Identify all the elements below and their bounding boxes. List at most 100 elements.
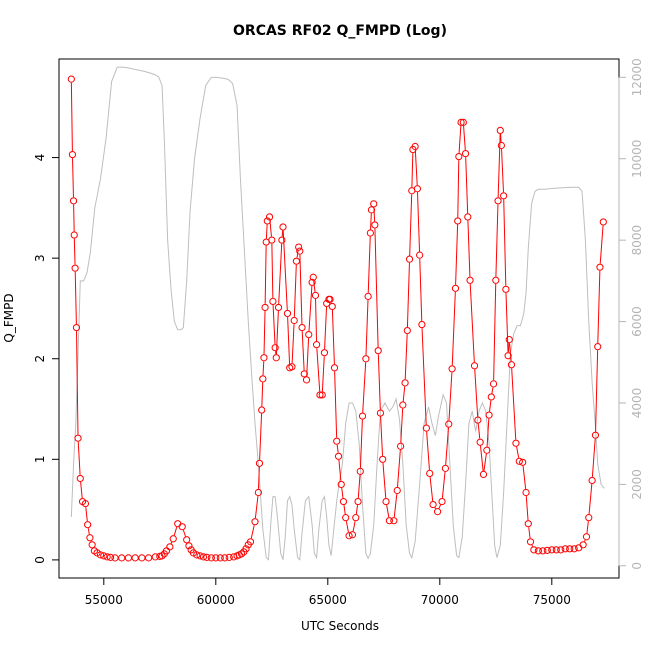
- y-tick-label: 4: [33, 154, 47, 162]
- data-point: [466, 276, 474, 284]
- series-segment: [474, 369, 479, 417]
- data-point: [72, 323, 81, 332]
- data-point: [71, 264, 79, 272]
- x-tick-label: 75000: [533, 593, 571, 607]
- data-point: [557, 546, 565, 554]
- data-point: [348, 531, 357, 539]
- y2-tick-label: 10000: [630, 140, 644, 178]
- series-segment: [445, 427, 449, 465]
- series-segment: [463, 125, 466, 150]
- data-point: [399, 401, 407, 409]
- data-point: [174, 520, 182, 528]
- data-point: [100, 552, 108, 560]
- data-point: [86, 534, 94, 542]
- series-segment: [80, 481, 83, 499]
- series-segment: [451, 291, 456, 366]
- data-point: [364, 292, 372, 300]
- data-point: [305, 330, 313, 339]
- x-tick-label: 70000: [421, 593, 459, 607]
- data-point: [448, 365, 456, 373]
- y2-tick-label: 4000: [630, 388, 644, 419]
- data-point: [207, 554, 215, 562]
- data-point: [70, 231, 78, 239]
- series-segment: [380, 416, 384, 456]
- series-segment: [597, 270, 601, 344]
- series-segment: [377, 354, 381, 410]
- series-segment: [467, 220, 471, 277]
- data-point: [76, 474, 84, 483]
- data-point: [441, 464, 449, 472]
- series-segment: [402, 386, 406, 402]
- series-segment: [261, 382, 264, 407]
- data-point: [385, 517, 393, 525]
- data-point: [382, 497, 390, 506]
- data-point: [96, 551, 105, 559]
- data-point: [379, 455, 387, 463]
- series-segment: [308, 285, 313, 332]
- data-point: [272, 354, 280, 362]
- data-point: [405, 255, 414, 263]
- data-point: [158, 552, 166, 560]
- data-point: [594, 343, 602, 351]
- series-segment: [370, 213, 372, 230]
- data-point: [278, 236, 286, 244]
- data-point: [302, 376, 311, 384]
- series-segment: [421, 328, 427, 425]
- data-point: [403, 326, 411, 335]
- y-tick-label: 3: [33, 254, 47, 262]
- data-point: [524, 520, 532, 528]
- data-point: [334, 452, 343, 460]
- data-point: [543, 546, 551, 554]
- data-point: [169, 535, 177, 543]
- data-point: [292, 257, 301, 265]
- data-point: [426, 469, 434, 477]
- data-point: [308, 278, 316, 286]
- series-segment: [465, 157, 469, 214]
- data-point: [438, 497, 446, 506]
- data-point: [418, 320, 426, 329]
- data-point: [352, 514, 360, 522]
- series-segment: [599, 225, 604, 264]
- series-segment: [588, 483, 593, 515]
- data-point: [88, 541, 96, 549]
- series-segment: [373, 207, 376, 222]
- x-tick-label: 65000: [309, 593, 347, 607]
- data-point: [579, 541, 587, 549]
- data-point: [225, 553, 233, 561]
- series-segment: [516, 446, 520, 458]
- data-point: [131, 554, 139, 562]
- y2-tick-label: 0: [630, 562, 644, 570]
- series-segment: [73, 238, 76, 265]
- data-point: [474, 416, 482, 424]
- data-point: [464, 213, 472, 221]
- series-segment: [362, 362, 367, 413]
- series-segment: [272, 304, 276, 345]
- data-point: [485, 411, 493, 419]
- series-segment: [343, 505, 346, 515]
- data-point: [151, 553, 159, 561]
- data-point: [356, 467, 364, 475]
- data-point: [269, 297, 277, 305]
- series-segment: [336, 444, 339, 453]
- y2-tick-label: 6000: [630, 306, 644, 337]
- data-point: [124, 554, 133, 562]
- data-point: [507, 361, 516, 369]
- series-segment: [359, 419, 363, 468]
- x-tick-label: 60000: [197, 593, 235, 607]
- data-point: [526, 538, 535, 546]
- y2-tick-label: 12000: [630, 58, 644, 96]
- data-point: [483, 446, 491, 454]
- series-segment: [291, 324, 295, 364]
- series-segment: [264, 245, 267, 304]
- series-segment: [417, 192, 421, 252]
- data-point: [539, 547, 547, 555]
- data-point: [575, 544, 583, 552]
- series-segment: [458, 125, 462, 154]
- series-segment: [250, 525, 255, 539]
- data-point: [326, 295, 334, 303]
- data-point: [290, 316, 298, 325]
- series-segment: [503, 199, 507, 286]
- series-segment: [365, 299, 369, 356]
- data-point: [111, 554, 119, 562]
- series-segment: [397, 449, 401, 487]
